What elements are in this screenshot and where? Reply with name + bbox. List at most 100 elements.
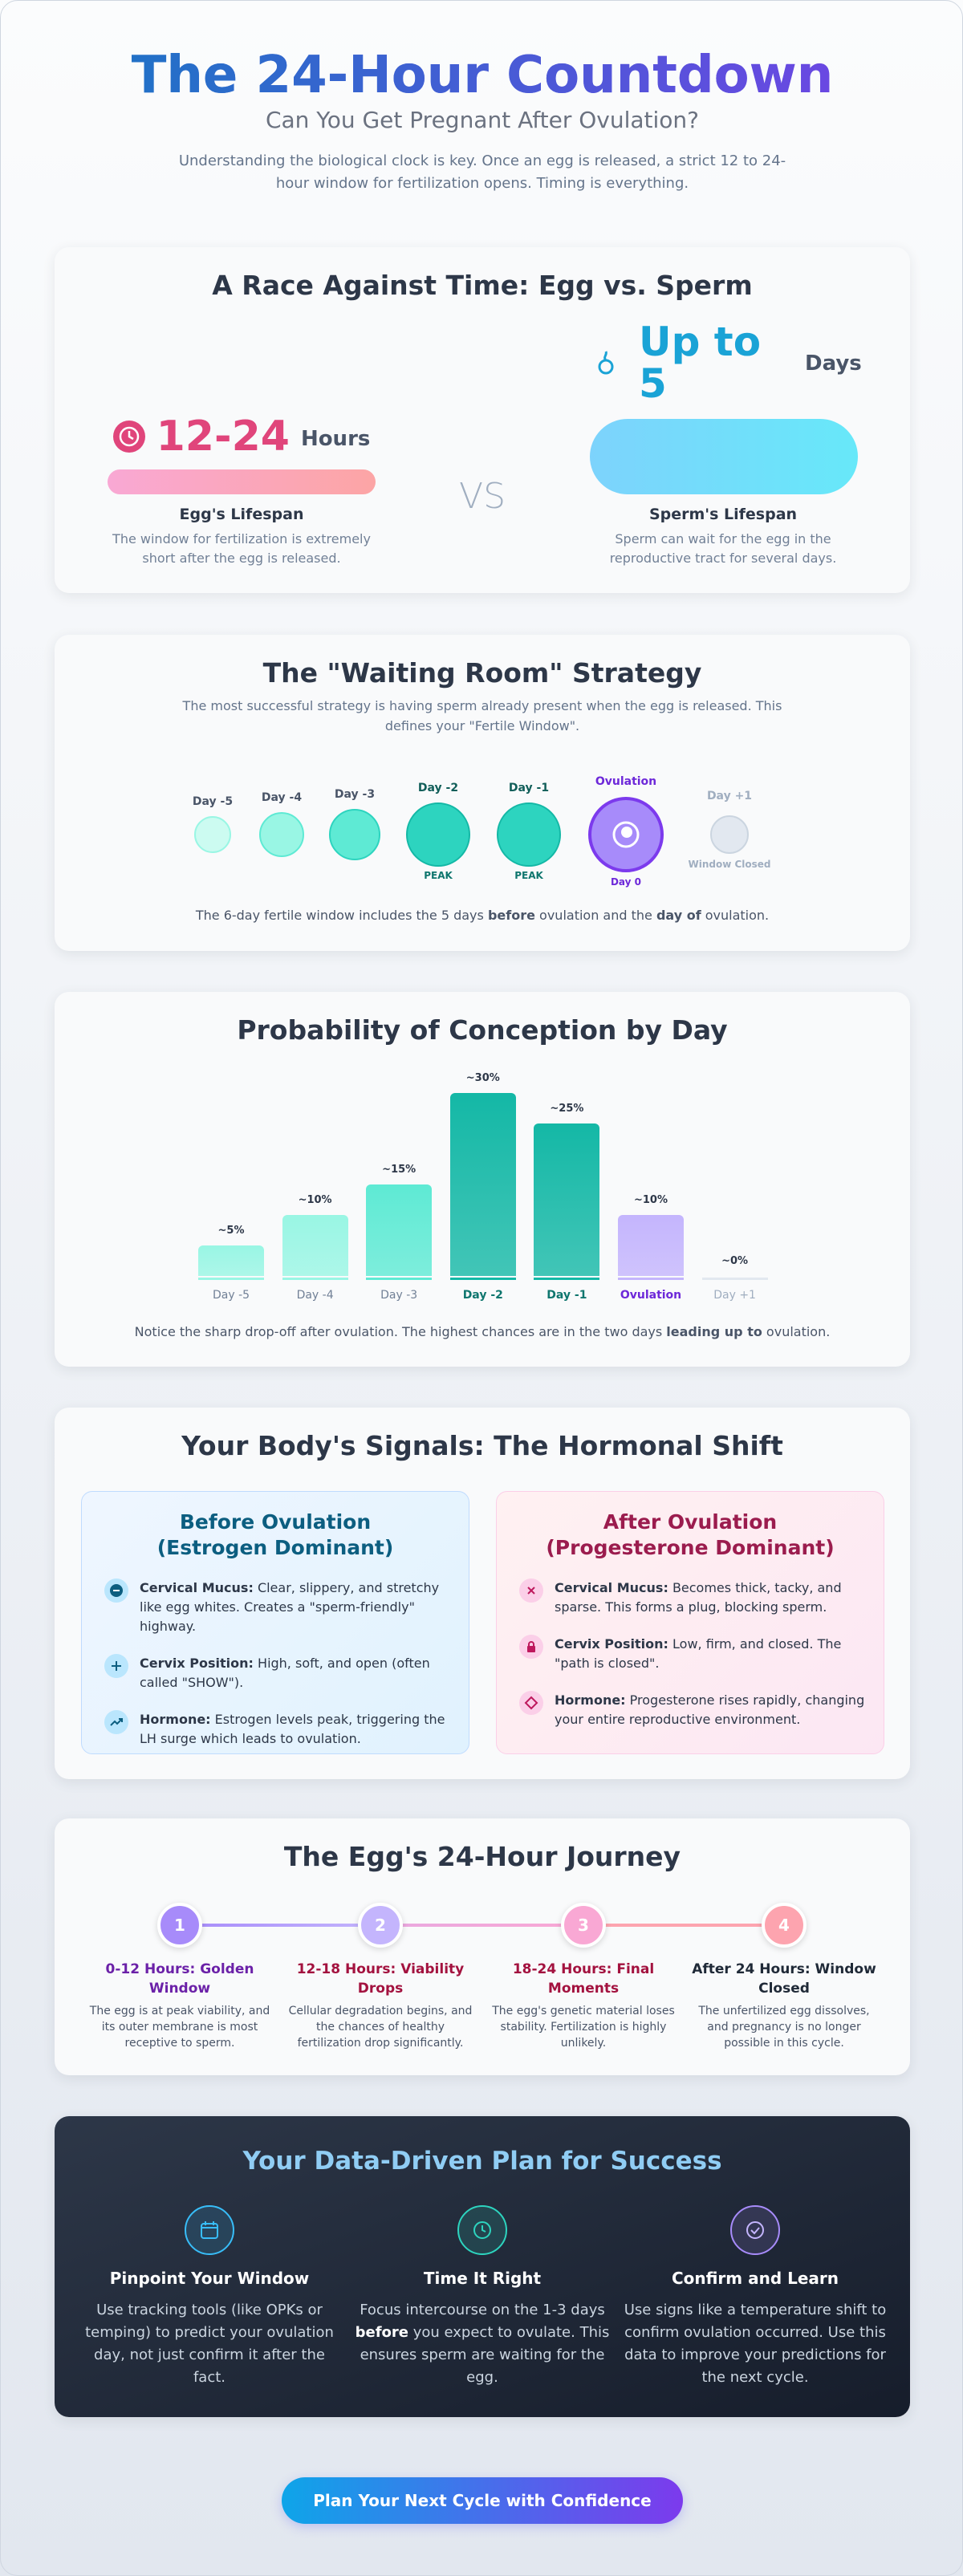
value-label: ~5% [217,1225,245,1237]
x-tick-label: Day -2 [462,1289,503,1302]
egg-bar [108,469,376,494]
lifespan-card: A Race Against Time: Egg vs. Sperm 12-24… [55,247,910,593]
step: 4 After 24 Hours: Window Closed The unfert… [688,1818,880,2075]
day-label: Day -1 [508,782,550,794]
step-title: After 24 Hours: Window Closed [692,1961,876,1997]
day-circle [406,802,470,867]
icon [519,1691,543,1715]
sperm-desc: Sperm can wait for the egg in the reprod… [609,531,837,566]
egg-unit: Hours [300,427,371,451]
before-box: Before Ovulation (Estrogen Dominant) Cerv… [81,1491,469,1754]
text-run: ovulation and the [534,908,656,923]
sperm-bar [590,419,858,494]
text-run: Focus intercourse on the 1-3 days [360,2302,605,2318]
emphasis: before [355,2324,408,2341]
summary: The 6-day fertile window includes the 5 … [55,908,910,923]
day-circle [329,809,380,860]
card-title: A Race Against Time: Egg vs. Sperm [212,270,753,301]
card-title: The "Waiting Room" Strategy [262,657,702,689]
plan-title: Your Data-Driven Plan for Success [242,2147,722,2176]
bar-column: ~25% Day -1 [534,992,600,1367]
text-run: Use tracking tools (like OPKs or temping… [85,2302,334,2386]
day-label: Day -5 [192,795,234,808]
connector [583,1924,784,1927]
bar-base [534,1278,600,1280]
signal-text: Clear, slippery, and stretchy like egg w… [140,1580,440,1634]
step-text: Cellular degradation begins, and the cha… [288,2005,473,2050]
day-circle [497,802,561,867]
signal-label: Cervical Mucus: [140,1580,254,1595]
text-run: you expect to ovulate. This ensures sper… [360,2324,610,2386]
day-label: Ovulation [595,775,657,788]
egg-value: 12-24 [156,412,290,461]
box-title-line: Before Ovulation [179,1510,372,1534]
x-tick-label: Day +1 [713,1289,756,1302]
sperm-label: Sperm's Lifespan [648,506,798,523]
connector [180,1924,380,1927]
x-tick-label: Day -5 [212,1289,250,1302]
step-title: 12-18 Hours: Viability Drops [296,1961,465,1997]
signal-text: Progesterone rises rapidly, changing you… [555,1692,865,1727]
signal-label: Cervix Position: [140,1656,254,1671]
day-note: PEAK [514,870,543,881]
cta-button[interactable]: Plan Your Next Cycle with Confidence [282,2477,683,2524]
emphasis: leading up to [666,1324,762,1339]
clock-icon [112,421,145,453]
title-text: The 24-Hour Countdown [131,46,834,105]
box-title-line: After Ovulation [603,1510,778,1534]
plan-item-text: Use signs like a temperature shift to co… [623,2299,888,2389]
bar-column: ~10% Day -4 [282,992,348,1367]
x-tick-label: Ovulation [620,1289,682,1302]
intro: Understanding the biological clock is ke… [178,152,786,192]
day-label: Day -2 [417,782,459,794]
bar [449,1093,516,1276]
chart-card: Probability of Conception by Day Notice … [55,992,910,1367]
bar-base [701,1278,768,1280]
plan-item-text: Focus intercourse on the 1-3 days before… [350,2299,615,2389]
sperm-unit: Days [805,351,862,376]
plan-item: Confirm and Learn Use signs like a temper… [619,2116,892,2417]
step: 2 12-18 Hours: Viability Drops Cellular de… [284,1818,477,2075]
icon [457,2205,507,2255]
text-run: ovulation. [762,1324,831,1339]
signal: Cervix Position: Low, firm, and closed. … [519,1635,869,1673]
signal-text: Low, firm, and closed. The "path is clos… [555,1636,842,1671]
waiting-card: The "Waiting Room" Strategy The most suc… [55,635,910,951]
x-tick-label: Day -4 [296,1289,334,1302]
step-title: 18-24 Hours: Final Moments [512,1961,655,1997]
step-text: The egg is at peak viability, and its ou… [89,2005,270,2050]
signal: Cervical Mucus: Clear, slippery, and str… [104,1579,454,1636]
plan-item-text: Use tracking tools (like OPKs or temping… [77,2299,342,2389]
step: 3 18-24 Hours: Final Moments The egg's gen… [487,1818,680,2075]
bar-column: ~0% Day +1 [701,992,768,1367]
egg-label: Egg's Lifespan [179,506,304,523]
x-tick-label: Day -3 [380,1289,418,1302]
step-number: 3 [561,1903,606,1948]
step-text: The unfertilized egg dissolves, and preg… [698,2005,870,2050]
step-number: 2 [358,1903,403,1948]
emphasis: before [487,908,535,923]
box-subtitle: (Progesterone Dominant) [546,1536,835,1559]
after-box: After Ovulation (Progesterone Dominant) C… [496,1491,884,1754]
signal-text: Becomes thick, tacky, and sparse. This f… [555,1580,842,1615]
plan-item: Pinpoint Your Window Use tracking tools (… [73,2116,346,2417]
day-note: Day 0 [610,876,642,888]
journey-card: The Egg's 24-Hour Journey 1 0-12 Hours: G… [55,1818,910,2075]
bar [366,1184,433,1276]
card-desc: The most successful strategy is having s… [182,698,782,733]
connector [380,1924,583,1927]
value-label: ~25% [550,1103,584,1115]
signal: Cervical Mucus: Becomes thick, tacky, an… [519,1579,869,1617]
bar [282,1215,348,1276]
sperm-value: Up to 5 [639,319,762,407]
bar-column: ~10% Ovulation [618,992,684,1367]
day-circle [194,816,231,853]
day-label: Day -4 [261,791,303,804]
bar-column: ~15% Day -3 [366,992,433,1367]
day-circle [710,815,749,854]
hormones-card: Your Body's Signals: The Hormonal Shift … [55,1408,910,1779]
signal-text: High, soft, and open (often called "SHOW… [140,1656,430,1690]
icon [519,1635,543,1659]
step-title: 0-12 Hours: Golden Window [105,1961,254,1997]
